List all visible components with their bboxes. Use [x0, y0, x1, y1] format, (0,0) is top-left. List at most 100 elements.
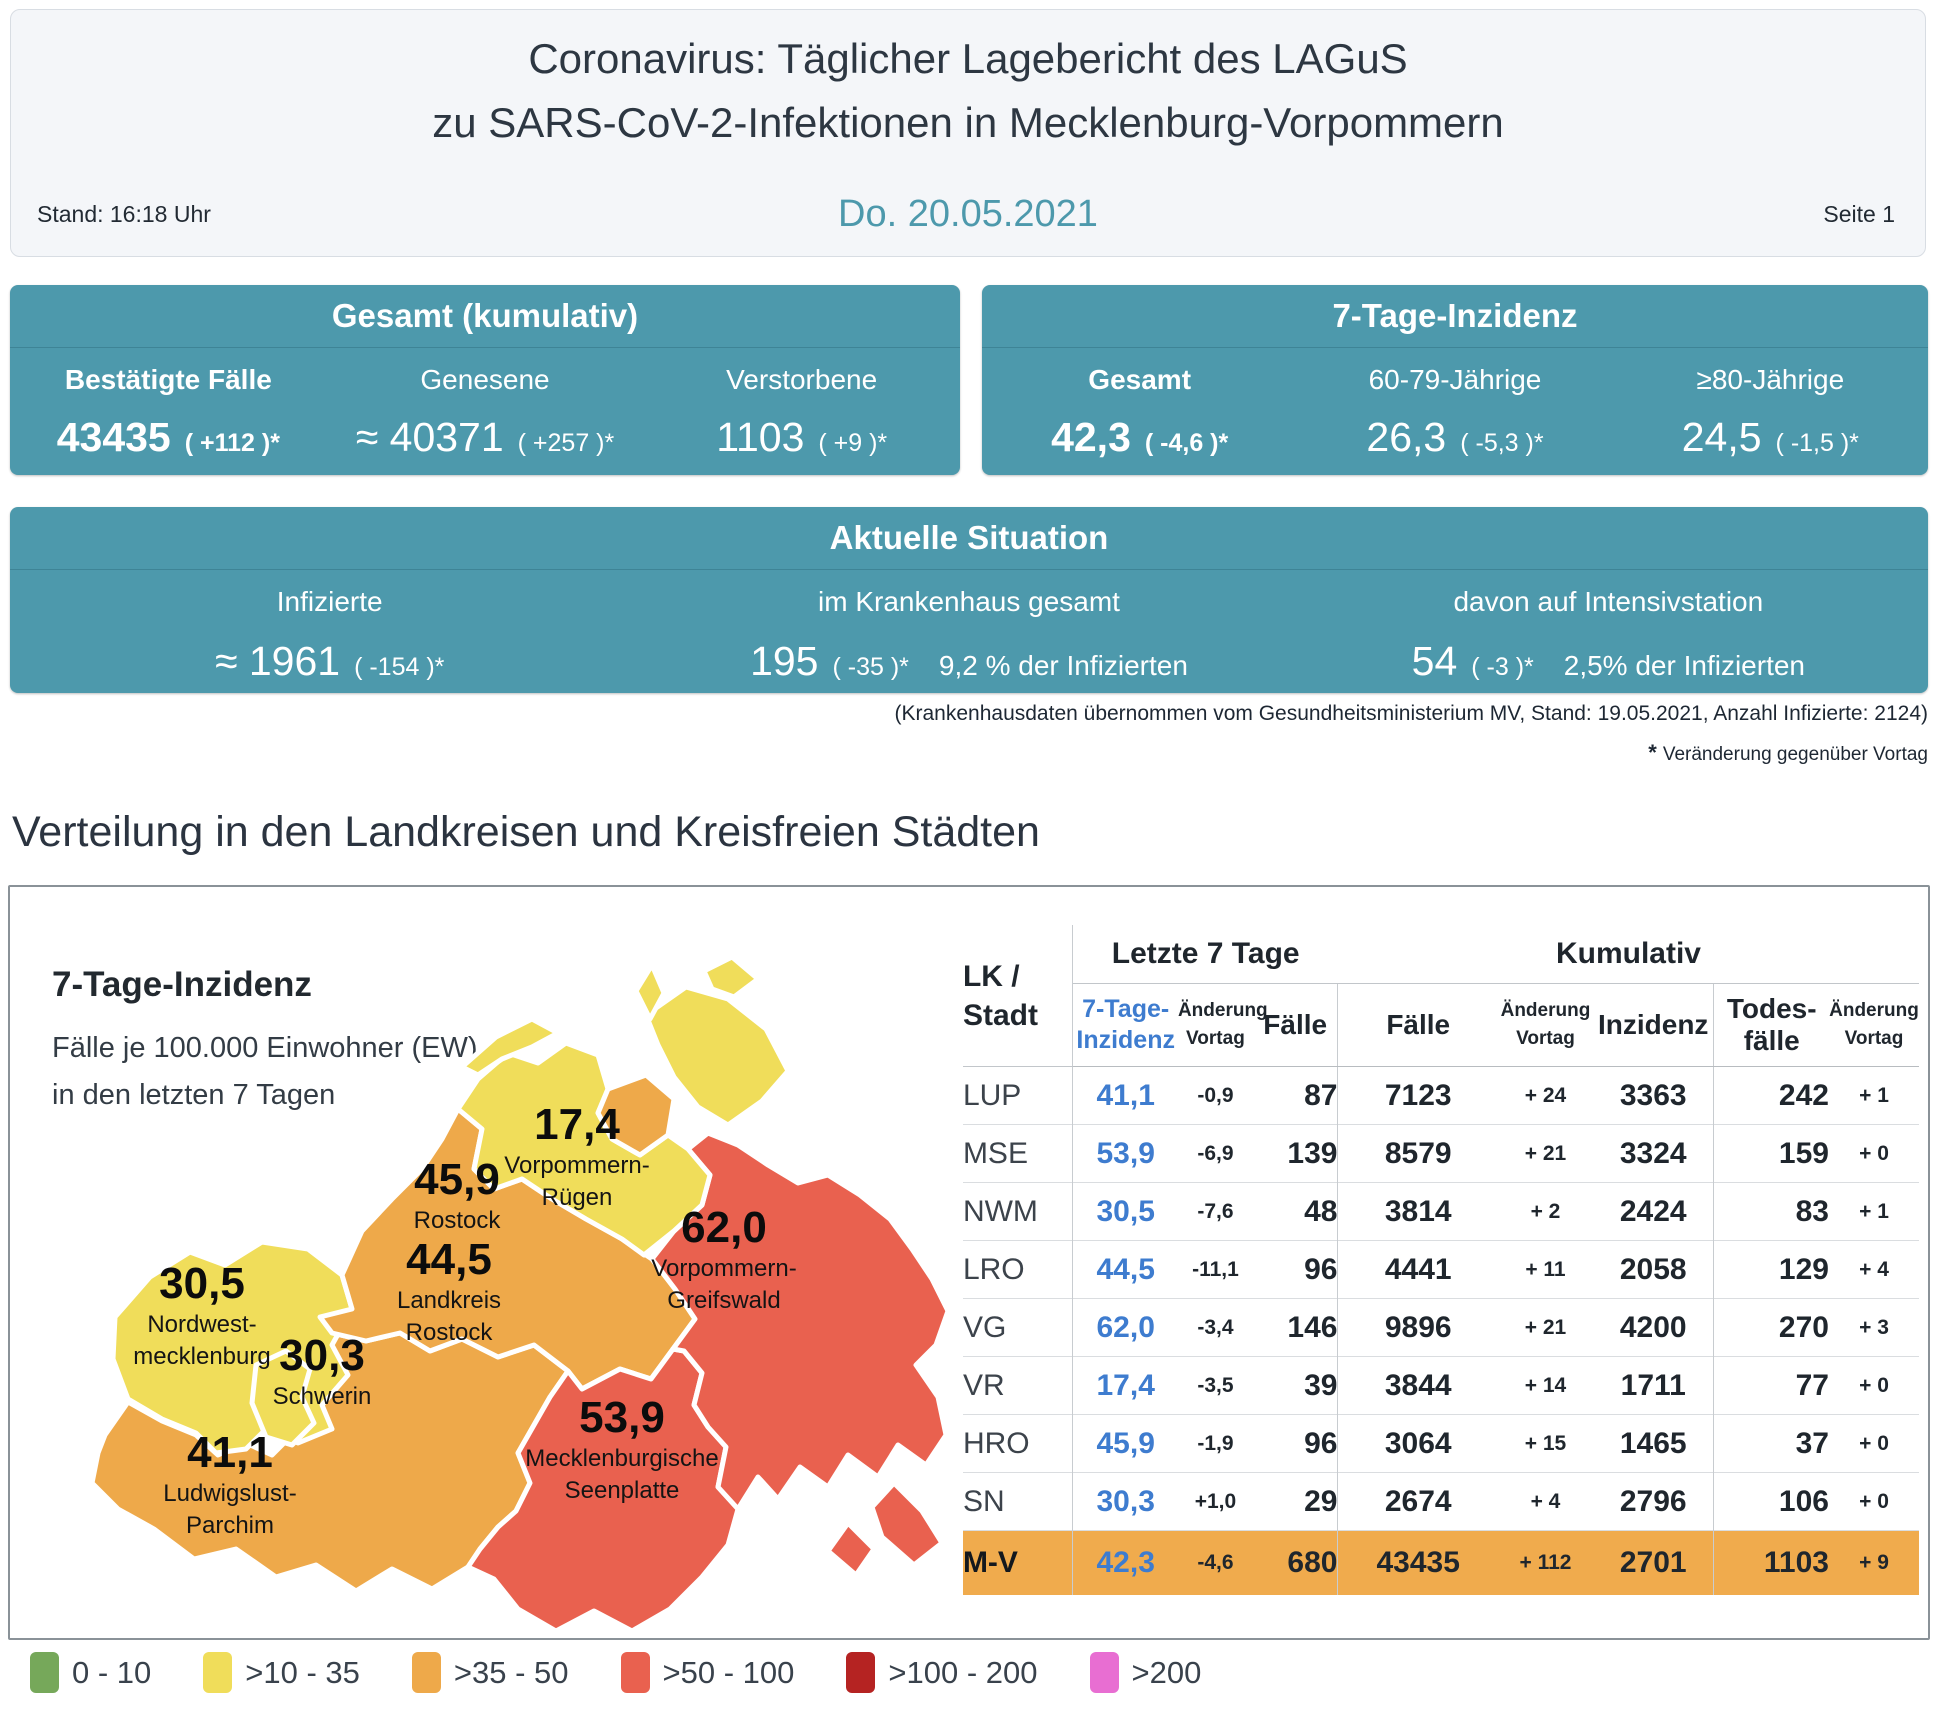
stat-krankenhaus: im Krankenhaus gesamt 195 ( -35 )* 9,2 % d…	[649, 570, 1288, 685]
stat-inzidenz-80plus: ≥80-Jährige 24,5 ( -1,5 )*	[1613, 348, 1928, 461]
map-region-vorpommern-greifswald	[649, 1130, 951, 1512]
asterisk: *	[1648, 740, 1657, 765]
map-region-vorpommern-greifswald-island	[825, 1520, 877, 1578]
stat-label: Genesene	[420, 364, 550, 395]
cell-todesfaelle: 83	[1795, 1194, 1829, 1228]
table-row: M-V 42,3 -4,6 680 43435 + 112 2701 1103 + 9	[962, 1530, 1919, 1595]
cell-7-tage-inzidenz: 53,9	[1096, 1136, 1155, 1170]
cell-lk: MSE	[962, 1124, 1074, 1183]
stat-value: 195	[750, 638, 819, 684]
legend-label: >35 - 50	[453, 1654, 569, 1690]
column-header-lk-stadt: LK / Stadt	[962, 925, 1074, 1067]
cell-lk: NWM	[962, 1182, 1074, 1241]
legend-swatch	[203, 1652, 233, 1693]
cell-aenderung-todesfaelle: + 1	[1859, 1083, 1889, 1107]
table-row: LUP 41,1 -0,9 87 7123 + 24 3363 242 + 1	[962, 1066, 1919, 1125]
stat-extra: 9,2 % der Infizierten	[938, 650, 1188, 681]
map-title: 7-Tage-Inzidenz	[52, 965, 312, 1004]
stat-bestaetigte-faelle: Bestätigte Fälle 43435 ( +112 )*	[10, 348, 327, 461]
cell-lk: SN	[962, 1472, 1074, 1531]
stat-change: ( -1,5 )*	[1775, 429, 1859, 457]
cell-todesfaelle: 77	[1795, 1368, 1829, 1402]
cell-7-tage-inzidenz: 30,5	[1096, 1194, 1155, 1228]
cell-aenderung-todesfaelle: + 4	[1859, 1257, 1889, 1281]
stat-value: 54	[1411, 638, 1458, 684]
report-title-line1: Coronavirus: Täglicher Lagebericht des L…	[528, 35, 1408, 82]
cell-faelle-7t: 39	[1252, 1356, 1339, 1415]
stat-change: ( +257 )*	[517, 429, 615, 457]
table-row: MSE 53,9 -6,9 139 8579 + 21 3324 159 + 0	[962, 1124, 1919, 1183]
cell-7-tage-inzidenz: 42,3	[1096, 1545, 1155, 1579]
legend-item: 0 - 10	[30, 1652, 151, 1693]
stat-change: ( +9 )*	[818, 429, 888, 457]
stat-value: 43435	[56, 414, 171, 460]
stat-verstorbene: Verstorbene 1103 ( +9 )*	[643, 348, 960, 461]
stat-label: Infizierte	[276, 586, 383, 617]
cell-lk: LUP	[962, 1066, 1074, 1125]
cell-aenderung-kum: + 11	[1525, 1257, 1566, 1281]
cell-aenderung-7t: -6,9	[1197, 1141, 1234, 1165]
cell-aenderung-7t: -3,5	[1197, 1373, 1234, 1397]
cell-aenderung-kum: + 21	[1524, 1315, 1567, 1339]
cell-faelle-7t: 96	[1252, 1414, 1339, 1473]
map-region-vorpommern-greifswald-island	[869, 1480, 945, 1568]
cell-inzidenz-kum: 2796	[1592, 1472, 1715, 1531]
legend-label: >200	[1131, 1654, 1202, 1690]
stat-infizierte: Infizierte ≈ 1961 ( -154 )*	[10, 570, 649, 685]
legend-label: >50 - 100	[662, 1654, 795, 1690]
report-date: Do. 20.05.2021	[838, 193, 1098, 235]
stat-value: 26,3	[1366, 414, 1447, 460]
cell-lk: M-V	[962, 1530, 1074, 1595]
map-region-vorpommern-ruegen-islet	[701, 954, 761, 1000]
report-title-line2: zu SARS-CoV-2-Infektionen in Mecklenburg…	[432, 99, 1504, 146]
cell-faelle-kum: 43435	[1376, 1545, 1460, 1579]
cell-inzidenz-kum: 1465	[1592, 1414, 1715, 1473]
legend-swatch	[30, 1652, 59, 1693]
column-header-aenderung-vortag-7t: Änderung Vortag	[1177, 983, 1268, 1067]
cell-aenderung-7t: -4,6	[1197, 1550, 1234, 1574]
stat-change: ( +112 )*	[184, 429, 280, 457]
distribution-panel: 7-Tage-Inzidenz Fälle je 100.000 Einwohn…	[8, 885, 1930, 1640]
cell-aenderung-kum: + 14	[1524, 1373, 1567, 1397]
column-header-faelle-7t: Fälle	[1252, 983, 1339, 1067]
map-region-vorpommern-ruegen	[455, 1040, 713, 1258]
footnote-change-note: * Veränderung gegenüber Vortag	[1648, 740, 1928, 766]
card-gesamt-kumulativ: Gesamt (kumulativ) Bestätigte Fälle 4343…	[10, 285, 960, 475]
table-row: VR 17,4 -3,5 39 3844 + 14 1711 77 + 0	[962, 1356, 1919, 1415]
column-group-kumulativ: Kumulativ	[1337, 925, 1919, 984]
map-region-vorpommern-ruegen-darss	[459, 1016, 561, 1078]
stat-inzidenz-60-79: 60-79-Jährige 26,3 ( -5,3 )*	[1297, 348, 1612, 461]
cell-inzidenz-kum: 4200	[1592, 1298, 1715, 1357]
cell-faelle-kum: 3814	[1384, 1194, 1452, 1228]
column-header-aenderung-todesfaelle: Änderung Vortag	[1828, 983, 1919, 1067]
table-row: HRO 45,9 -1,9 96 3064 + 15 1465 37 + 0	[962, 1414, 1919, 1473]
cell-faelle-7t: 48	[1252, 1182, 1339, 1241]
stat-value: 1103	[716, 414, 805, 460]
cell-aenderung-kum: + 4	[1530, 1489, 1561, 1513]
cell-faelle-7t: 680	[1252, 1530, 1339, 1595]
map-subtitle: Fälle je 100.000 Einwohner (EW) in den l…	[52, 1032, 478, 1111]
stat-genesene: Genesene ≈ 40371 ( +257 )*	[327, 348, 644, 461]
cell-faelle-kum: 3064	[1384, 1426, 1452, 1460]
column-header-7-tage-inzidenz: 7-Tage- Inzidenz	[1072, 983, 1178, 1067]
district-table-body: LUP 41,1 -0,9 87 7123 + 24 3363 242 + 1 MSE 53,9 -6…	[962, 1066, 1919, 1595]
legend-label: >10 - 35	[245, 1654, 360, 1690]
cell-faelle-7t: 139	[1252, 1124, 1339, 1183]
cell-inzidenz-kum: 2701	[1592, 1530, 1715, 1595]
legend-item: >10 - 35	[203, 1652, 360, 1693]
stat-change: ( -35 )*	[832, 653, 909, 681]
stat-change: ( -154 )*	[354, 653, 445, 681]
column-header-todesfaelle: Todes- fälle	[1713, 983, 1829, 1067]
legend-swatch	[620, 1652, 650, 1693]
cell-inzidenz-kum: 2424	[1592, 1182, 1715, 1241]
column-header-aenderung-vortag-kum: Änderung Vortag	[1497, 983, 1593, 1067]
table-row: SN 30,3 +1,0 29 2674 + 4 2796 106 + 0	[962, 1472, 1919, 1531]
report-timestamp: Stand: 16:18 Uhr	[37, 201, 211, 227]
cell-aenderung-7t: -0,9	[1197, 1083, 1234, 1107]
cell-aenderung-kum: + 21	[1524, 1141, 1567, 1165]
mv-choropleth-map	[89, 954, 951, 1634]
legend-item: >35 - 50	[411, 1652, 569, 1693]
cell-faelle-kum: 3844	[1384, 1368, 1452, 1402]
cell-lk: HRO	[962, 1414, 1074, 1473]
stat-value: ≈ 1961	[214, 638, 341, 684]
